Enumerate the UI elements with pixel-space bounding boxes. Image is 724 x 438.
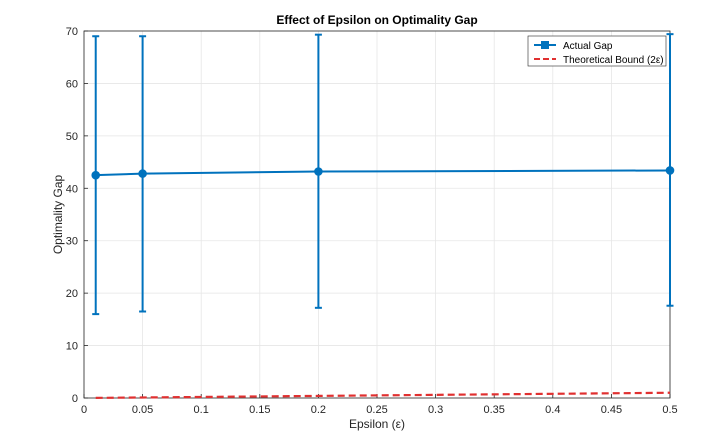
y-tick-label: 50 xyxy=(66,131,78,143)
series-actual-gap-line xyxy=(95,169,671,177)
y-tick-label: 20 xyxy=(66,288,78,300)
data-point xyxy=(314,167,323,176)
x-tick-label: 0 xyxy=(81,404,87,416)
x-tick-label: 0.3 xyxy=(428,404,443,416)
y-tick-label: 10 xyxy=(66,341,78,353)
x-axis-label: Epsilon (ε) xyxy=(349,417,405,431)
data-point xyxy=(138,169,147,178)
legend-actual-gap-marker xyxy=(541,41,549,49)
x-tick-label: 0.15 xyxy=(249,404,270,416)
legend: Actual Gap Theoretical Bound (2ε) xyxy=(527,35,667,67)
y-tick-label: 70 xyxy=(66,26,78,38)
x-tick-label: 0.45 xyxy=(601,404,622,416)
chart-title: Effect of Epsilon on Optimality Gap xyxy=(276,13,477,27)
y-tick-label: 60 xyxy=(66,78,78,90)
x-tick-label: 0.1 xyxy=(194,404,209,416)
y-tick-label: 40 xyxy=(66,183,78,195)
legend-theoretical-bound-label: Theoretical Bound (2ε) xyxy=(563,55,664,66)
x-tick-label: 0.35 xyxy=(483,404,504,416)
series-layer xyxy=(91,33,675,399)
x-tick-label: 0.2 xyxy=(311,404,326,416)
y-ticks: 0 10 20 30 40 50 60 70 xyxy=(66,26,88,405)
y-axis-label: Optimality Gap xyxy=(51,174,65,254)
x-tick-label: 0.25 xyxy=(366,404,387,416)
y-tick-label: 0 xyxy=(72,393,78,405)
legend-box xyxy=(527,35,667,67)
x-tick-label: 0.4 xyxy=(545,404,560,416)
x-tick-label: 0.5 xyxy=(662,404,677,416)
data-point xyxy=(91,170,101,180)
y-tick-label: 30 xyxy=(66,236,78,248)
series-theoretical-bound-line xyxy=(95,391,671,399)
data-point xyxy=(665,166,675,175)
legend-actual-gap-label: Actual Gap xyxy=(563,41,613,52)
x-ticks: 0 0.05 0.1 0.15 0.2 0.25 0.3 0.35 0.4 0.45 0.5 xyxy=(81,394,678,416)
x-tick-label: 0.05 xyxy=(132,404,153,416)
